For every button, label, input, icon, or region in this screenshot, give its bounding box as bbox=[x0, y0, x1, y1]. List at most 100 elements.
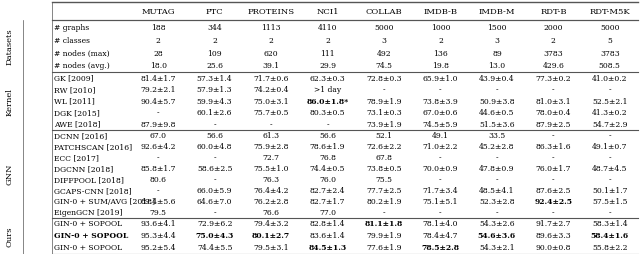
Text: -: - bbox=[383, 86, 385, 94]
Text: 73.8±0.5: 73.8±0.5 bbox=[366, 164, 402, 172]
Text: >1 day: >1 day bbox=[314, 86, 341, 94]
Text: -: - bbox=[213, 208, 216, 216]
Text: 79.5: 79.5 bbox=[150, 208, 167, 216]
Text: 83.6±1.4: 83.6±1.4 bbox=[310, 232, 346, 240]
Text: 136: 136 bbox=[433, 49, 448, 57]
Text: 52.1: 52.1 bbox=[376, 132, 392, 139]
Text: GNN: GNN bbox=[6, 163, 14, 184]
Text: Kernel: Kernel bbox=[6, 87, 14, 115]
Text: 87.6±2.5: 87.6±2.5 bbox=[536, 186, 571, 194]
Text: 41.3±0.2: 41.3±0.2 bbox=[592, 109, 628, 117]
Text: AWE [2018]: AWE [2018] bbox=[54, 120, 100, 128]
Text: 78.5±2.8: 78.5±2.8 bbox=[422, 244, 460, 251]
Text: 51.5±3.6: 51.5±3.6 bbox=[479, 120, 515, 128]
Text: -: - bbox=[439, 175, 442, 183]
Text: 90.0±0.8: 90.0±0.8 bbox=[536, 244, 571, 251]
Text: 1500: 1500 bbox=[487, 23, 507, 31]
Text: 52.3±2.8: 52.3±2.8 bbox=[479, 197, 515, 205]
Text: 49.1±0.7: 49.1±0.7 bbox=[592, 142, 628, 150]
Text: DGCNN [2018]: DGCNN [2018] bbox=[54, 164, 113, 172]
Text: 78.9±1.9: 78.9±1.9 bbox=[366, 97, 402, 105]
Text: 2: 2 bbox=[269, 36, 273, 44]
Text: 54.6±3.6: 54.6±3.6 bbox=[478, 232, 516, 240]
Text: 75.7±0.5: 75.7±0.5 bbox=[253, 109, 289, 117]
Text: 87.9±9.8: 87.9±9.8 bbox=[140, 120, 176, 128]
Text: Ours: Ours bbox=[6, 225, 14, 246]
Text: 111: 111 bbox=[320, 49, 335, 57]
Text: -: - bbox=[157, 153, 159, 161]
Text: 76.8: 76.8 bbox=[319, 153, 336, 161]
Text: 65.9±1.0: 65.9±1.0 bbox=[422, 74, 458, 83]
Text: 71.7±0.6: 71.7±0.6 bbox=[253, 74, 289, 83]
Text: -: - bbox=[439, 208, 442, 216]
Text: NCI1: NCI1 bbox=[316, 8, 339, 16]
Text: PTC: PTC bbox=[206, 8, 223, 16]
Text: -: - bbox=[157, 109, 159, 117]
Text: DCNN [2016]: DCNN [2016] bbox=[54, 132, 108, 139]
Text: 3: 3 bbox=[494, 36, 499, 44]
Text: 87.9±2.5: 87.9±2.5 bbox=[536, 120, 571, 128]
Text: 5000: 5000 bbox=[374, 23, 394, 31]
Text: -: - bbox=[495, 153, 498, 161]
Text: -: - bbox=[552, 132, 555, 139]
Text: 2: 2 bbox=[156, 36, 161, 44]
Text: -: - bbox=[495, 86, 498, 94]
Text: -: - bbox=[326, 120, 329, 128]
Text: -: - bbox=[270, 120, 273, 128]
Text: -: - bbox=[609, 132, 611, 139]
Text: 74.4±0.5: 74.4±0.5 bbox=[310, 164, 346, 172]
Text: 54.3±2.1: 54.3±2.1 bbox=[479, 244, 515, 251]
Text: GIN-0 + SOPOOL: GIN-0 + SOPOOL bbox=[54, 220, 122, 228]
Text: 2: 2 bbox=[325, 36, 330, 44]
Text: 54.3±2.6: 54.3±2.6 bbox=[479, 220, 515, 228]
Text: 89: 89 bbox=[492, 49, 502, 57]
Text: 50.9±3.8: 50.9±3.8 bbox=[479, 97, 515, 105]
Text: 33.5: 33.5 bbox=[488, 132, 506, 139]
Text: 49.1: 49.1 bbox=[432, 132, 449, 139]
Text: -: - bbox=[157, 186, 159, 194]
Text: PATCHSCAN [2016]: PATCHSCAN [2016] bbox=[54, 142, 132, 150]
Text: 76.6: 76.6 bbox=[262, 208, 280, 216]
Text: 39.1: 39.1 bbox=[262, 62, 280, 70]
Text: Datasets: Datasets bbox=[6, 29, 14, 65]
Text: 3783: 3783 bbox=[600, 49, 620, 57]
Text: 41.0±0.2: 41.0±0.2 bbox=[592, 74, 628, 83]
Text: 78.4±4.7: 78.4±4.7 bbox=[422, 232, 458, 240]
Text: 86.0±1.8*: 86.0±1.8* bbox=[307, 97, 349, 105]
Text: GCAPS-CNN [2018]: GCAPS-CNN [2018] bbox=[54, 186, 132, 194]
Text: GIN-0 + SOPOOL: GIN-0 + SOPOOL bbox=[54, 244, 122, 251]
Text: 81.1±1.8: 81.1±1.8 bbox=[365, 220, 403, 228]
Text: 29.9: 29.9 bbox=[319, 62, 336, 70]
Text: 60.1±2.6: 60.1±2.6 bbox=[197, 109, 232, 117]
Text: 75.0±4.3: 75.0±4.3 bbox=[195, 232, 234, 240]
Text: -: - bbox=[213, 175, 216, 183]
Text: 58.4±1.6: 58.4±1.6 bbox=[591, 232, 629, 240]
Text: # nodes (max): # nodes (max) bbox=[54, 49, 109, 57]
Text: 74.5±5.9: 74.5±5.9 bbox=[422, 120, 458, 128]
Text: 79.5±3.1: 79.5±3.1 bbox=[253, 244, 289, 251]
Text: 344: 344 bbox=[207, 23, 222, 31]
Text: 508.5: 508.5 bbox=[599, 62, 621, 70]
Text: 78.0±0.4: 78.0±0.4 bbox=[536, 109, 571, 117]
Text: 89.6±3.3: 89.6±3.3 bbox=[536, 232, 572, 240]
Text: 492: 492 bbox=[377, 49, 391, 57]
Text: 76.2±2.8: 76.2±2.8 bbox=[253, 197, 289, 205]
Text: 67.0: 67.0 bbox=[150, 132, 167, 139]
Text: 77.7±2.5: 77.7±2.5 bbox=[366, 186, 402, 194]
Text: 72.6±2.2: 72.6±2.2 bbox=[366, 142, 402, 150]
Text: 77.6±1.9: 77.6±1.9 bbox=[366, 244, 402, 251]
Text: 3: 3 bbox=[381, 36, 387, 44]
Text: 2: 2 bbox=[212, 36, 217, 44]
Text: 79.2±2.1: 79.2±2.1 bbox=[140, 86, 176, 94]
Text: 74.4±5.5: 74.4±5.5 bbox=[197, 244, 232, 251]
Text: 52.5±2.1: 52.5±2.1 bbox=[592, 97, 628, 105]
Text: 74.5: 74.5 bbox=[376, 62, 392, 70]
Text: 43.9±0.4: 43.9±0.4 bbox=[479, 74, 515, 83]
Text: 72.9±6.2: 72.9±6.2 bbox=[197, 220, 232, 228]
Text: COLLAB: COLLAB bbox=[365, 8, 403, 16]
Text: 81.0±3.1: 81.0±3.1 bbox=[536, 97, 571, 105]
Text: 80.1±2.7: 80.1±2.7 bbox=[252, 232, 290, 240]
Text: GIN-0 + SOPOOL: GIN-0 + SOPOOL bbox=[54, 232, 128, 240]
Text: GK [2009]: GK [2009] bbox=[54, 74, 93, 83]
Text: 75.5±1.0: 75.5±1.0 bbox=[253, 164, 289, 172]
